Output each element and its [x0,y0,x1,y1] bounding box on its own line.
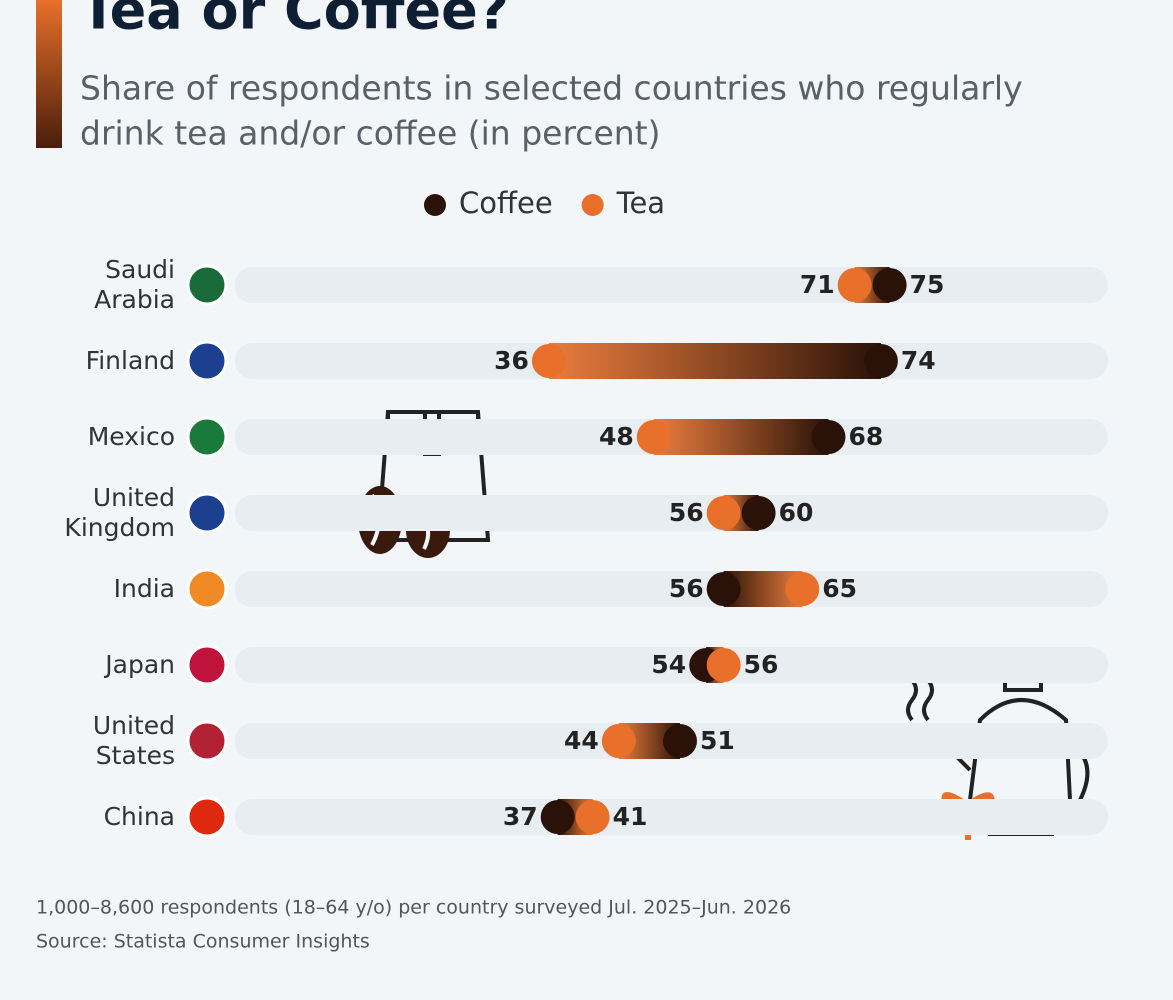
chart-title: Tea or Coffee? [80,0,509,42]
subtitle: drink tea and/or coffee (in percent) [80,114,660,153]
range-bar [548,343,881,379]
value-label: 44 [564,726,599,755]
value-label: 56 [744,650,779,679]
track [234,647,1108,683]
dot [575,800,610,834]
dot [636,420,671,454]
value-label: 60 [779,498,814,527]
category-label: China [103,802,175,831]
value-label: 71 [800,270,835,299]
legend-label: Tea [616,186,665,220]
flag [186,720,228,762]
track [234,571,1108,607]
value-label: 56 [669,498,704,527]
flag [186,492,228,534]
flag [186,416,228,458]
flag [186,796,228,838]
dot [863,344,898,378]
legend-swatch [581,194,604,216]
value-label: 41 [613,802,648,831]
track [234,267,1108,303]
legend-label: Coffee [459,186,553,220]
value-label: 74 [901,346,936,375]
category-label: Finland [85,346,175,375]
note: 1,000–8,600 respondents (18–64 y/o) per … [36,897,791,919]
flag [186,264,228,306]
range-bar [653,419,829,455]
dot [811,420,846,454]
value-label: 65 [822,574,857,603]
accent-bar [36,0,62,148]
dot [741,496,776,530]
category-label: Mexico [87,422,175,451]
value-label: 36 [494,346,529,375]
track [234,495,1108,531]
value-label: 75 [910,270,945,299]
value-label: 51 [700,726,735,755]
dot [706,496,741,530]
dot [662,724,697,758]
dot [540,800,575,834]
value-label: 54 [651,650,686,679]
category-label: India [113,574,175,603]
legend-swatch [424,194,446,216]
dot [706,648,741,682]
category-label: Japan [105,650,175,679]
flag [186,568,228,610]
category-label: United States [92,711,175,770]
dot [531,344,566,378]
category-label: United Kingdom [64,483,175,542]
value-label: 68 [848,422,883,451]
dot [601,724,636,758]
dot [785,572,820,606]
subtitle: Share of respondents in selected countri… [80,69,1023,108]
value-label: 56 [669,574,704,603]
flag [186,340,228,382]
dot [837,268,872,302]
value-label: 48 [599,422,634,451]
flag [186,644,228,686]
track [234,799,1108,835]
dot [706,572,741,606]
category-label: Saudi Arabia [94,255,175,314]
value-label: 37 [503,802,538,831]
source: Source: Statista Consumer Insights [36,931,370,953]
dot [872,268,907,302]
